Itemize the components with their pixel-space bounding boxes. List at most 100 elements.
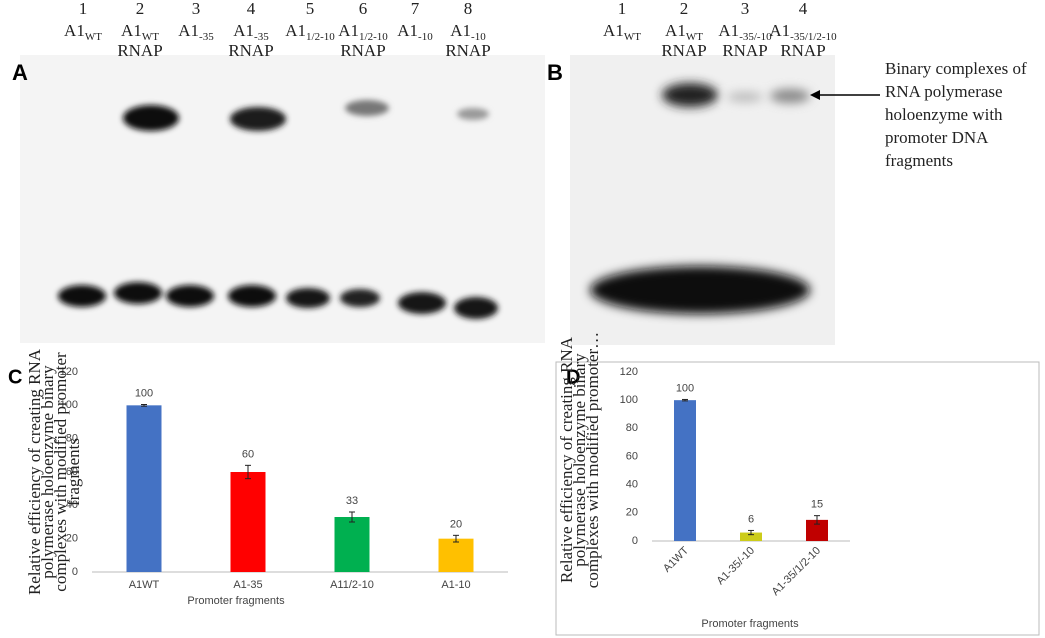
- y-tick-label: 60: [626, 450, 638, 462]
- error-bar: [814, 515, 820, 525]
- annotation: promoter DNA: [885, 128, 989, 147]
- x-tick-label: A1-10: [441, 579, 470, 591]
- annotation: fragments: [885, 151, 953, 170]
- error-bar: [349, 511, 355, 523]
- lane-name-main: A1: [178, 21, 199, 40]
- y-axis-title-line: polymerase holoenzyme binary: [38, 365, 57, 579]
- value-label: 60: [242, 448, 254, 460]
- y-axis-title-line: complexes with modified promoter…: [583, 332, 602, 588]
- y-axis-title: Relative efficiency of creating RNApolym…: [557, 332, 602, 588]
- arrow-head: [810, 90, 820, 100]
- y-tick-label: 100: [60, 399, 78, 411]
- annotation: holoenzyme with: [885, 105, 1003, 124]
- bar: [438, 538, 474, 572]
- y-axis-title: Relative efficiency of creating RNApolym…: [25, 348, 83, 595]
- lane-name-sub: WT: [686, 31, 703, 43]
- bar: [740, 532, 762, 541]
- lane-extra: RNAP: [340, 41, 385, 60]
- y-tick-label: 60: [66, 466, 78, 478]
- lane-name-sub: -10: [471, 31, 486, 43]
- x-tick-label: A1WT: [129, 579, 160, 591]
- y-axis-title-line: polymerase holoenzyme binary: [570, 353, 589, 567]
- x-tick-label: A1-35: [233, 579, 262, 591]
- lane-number: 3: [741, 0, 750, 18]
- lane-name-sub: WT: [624, 31, 641, 43]
- gel-bands: [590, 83, 810, 314]
- lane-number: 2: [680, 0, 689, 18]
- lane-name: A1-10: [450, 21, 486, 43]
- lane-name-main: A1: [769, 21, 790, 40]
- lane-name-sub: WT: [85, 31, 102, 43]
- lane-name: A11/2-10: [285, 21, 335, 43]
- panel-label: D: [566, 366, 580, 388]
- value-label: 15: [811, 499, 823, 511]
- y-axis-title-line: fragments: [64, 438, 83, 506]
- y-tick-label: 80: [626, 422, 638, 434]
- error-bar: [245, 464, 251, 480]
- y-tick-label: 100: [620, 394, 638, 406]
- annotation: Binary complexes of: [885, 59, 1027, 78]
- bar: [806, 519, 828, 541]
- bar: [126, 405, 162, 572]
- value-label: 100: [676, 382, 694, 394]
- lane-name-main: A1: [665, 21, 686, 40]
- lane-name-sub: -35: [199, 31, 214, 43]
- lane-name: A1-35: [233, 21, 269, 43]
- lane-name: A11/2-10: [338, 21, 388, 43]
- lane-name: A1WT: [603, 21, 641, 43]
- error-bar: [682, 398, 688, 402]
- lane-extra: RNAP: [445, 41, 490, 60]
- lane-name: A1-35/-10: [718, 21, 772, 43]
- lane-number: 6: [359, 0, 368, 18]
- lane-name-main: A1: [285, 21, 306, 40]
- lane-name-sub: -10: [418, 31, 433, 43]
- panel-label: B: [547, 60, 563, 85]
- lane-name-main: A1: [338, 21, 359, 40]
- lane-name-sub: WT: [142, 31, 159, 43]
- lane-name: A1WT: [64, 21, 102, 43]
- lane-name: A1-35/1/2-10: [769, 21, 837, 43]
- lane-extra: RNAP: [661, 41, 706, 60]
- lane-number: 7: [411, 0, 420, 18]
- lane-number: 5: [306, 0, 315, 18]
- lane-name-sub: -35: [254, 31, 269, 43]
- x-tick-label: A1-35/-10: [714, 545, 757, 588]
- error-bar: [141, 404, 147, 407]
- value-label: 20: [450, 518, 462, 530]
- lane-number: 1: [79, 0, 88, 18]
- lane-number: 2: [136, 0, 145, 18]
- annotation: RNA polymerase: [885, 82, 1003, 101]
- lane-name-main: A1: [450, 21, 471, 40]
- y-axis-title-line: Relative efficiency of creating RNA: [557, 336, 576, 583]
- y-axis-title-line: Relative efficiency of creating RNA: [25, 348, 44, 595]
- lane-number: 1: [618, 0, 627, 18]
- lane-name-main: A1: [121, 21, 142, 40]
- gel-image: [20, 55, 545, 343]
- y-tick-label: 120: [620, 366, 638, 378]
- x-axis-title: Promoter fragments: [187, 595, 285, 607]
- value-label: 33: [346, 495, 358, 507]
- lane-extra: RNAP: [722, 41, 767, 60]
- lane-name-sub: -35/-10: [739, 31, 772, 43]
- lane-extra: RNAP: [228, 41, 273, 60]
- y-tick-label: 0: [72, 566, 78, 578]
- value-label: 6: [748, 513, 754, 525]
- lane-name: A1-10: [397, 21, 433, 43]
- y-tick-label: 20: [626, 507, 638, 519]
- y-tick-label: 0: [632, 535, 638, 547]
- lane-name: A1-35: [178, 21, 214, 43]
- lane-name: A1WT: [121, 21, 159, 43]
- y-axis-title-line: complexes with modified promoter: [51, 352, 70, 592]
- lane-name-main: A1: [718, 21, 739, 40]
- lane-number: 4: [247, 0, 256, 18]
- lane-number: 3: [192, 0, 201, 18]
- error-bar: [748, 529, 754, 536]
- panel-label: C: [8, 366, 22, 388]
- lane-name-main: A1: [603, 21, 624, 40]
- value-label: 100: [135, 388, 153, 400]
- lane-name-sub: -35/1/2-10: [790, 31, 837, 43]
- lane-extra: RNAP: [780, 41, 825, 60]
- panel-label: A: [12, 60, 28, 85]
- lane-name: A1WT: [665, 21, 703, 43]
